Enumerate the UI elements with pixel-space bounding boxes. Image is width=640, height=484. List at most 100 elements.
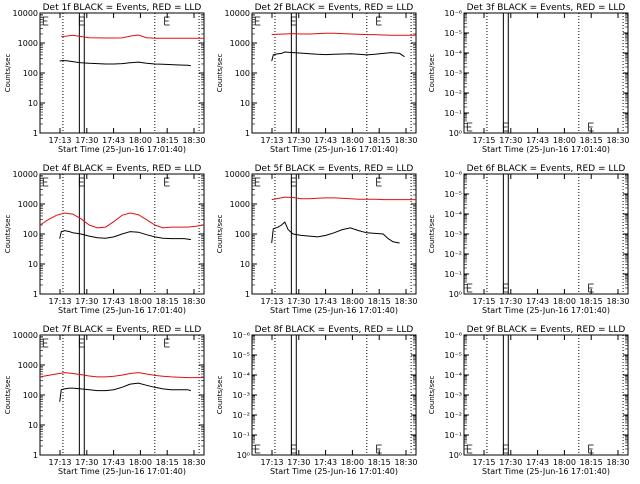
y-axis-label: Counts/sec [428, 215, 436, 254]
y-tick-label: 10⁻⁴ [232, 371, 250, 380]
bracket-mark [290, 177, 297, 187]
y-tick-label: 10⁻² [444, 89, 462, 98]
x-tick-label: 17:13 [48, 458, 71, 467]
y-axis-label: Counts/sec [4, 215, 12, 254]
y-tick-label: 1 [33, 451, 38, 460]
x-tick-label: 17:15 [472, 458, 495, 467]
x-tick-label: 17:13 [48, 136, 71, 145]
panel-title: Det 5f BLACK = Events, RED = LLD [255, 164, 414, 174]
y-tick-label: 1000 [18, 200, 38, 209]
x-tick-label: 17:43 [102, 297, 125, 306]
panel-4: Det 4f BLACK = Events, RED = LLD 1 10 100 10… [4, 164, 206, 315]
panel-title: Det 1f BLACK = Events, RED = LLD [43, 3, 202, 13]
x-tick-label: 17:13 [260, 458, 283, 467]
x-axis-label: Start Time (25-Jun-16 17:01:40) [58, 467, 186, 476]
lld-series-line [61, 34, 204, 39]
y-tick-label: 10⁰ [449, 129, 462, 138]
x-tick-label: 18:30 [394, 458, 417, 467]
panel-9: Det 9f BLACK = Events, RED = LLD 10⁰ 10⁻¹ 1… [428, 325, 630, 476]
y-tick-label: 100 [235, 230, 250, 239]
x-tick-label: 18:00 [553, 297, 576, 306]
y-tick-label: 10⁻³ [444, 69, 462, 78]
panel-5: Det 5f BLACK = Events, RED = LLD 1 10 100 10… [216, 164, 418, 315]
bracket-mark [466, 283, 473, 293]
x-tick-label: 17:43 [102, 458, 125, 467]
bracket-mark [164, 16, 170, 26]
panel-frame [251, 173, 417, 295]
bracket-mark [254, 444, 261, 454]
x-axis-label: Start Time (25-Jun-16 17:01:40) [482, 145, 610, 154]
bracket-mark [466, 122, 473, 132]
panel-title: Det 3f BLACK = Events, RED = LLD [467, 3, 626, 13]
y-tick-label: 10⁻⁴ [444, 210, 462, 219]
bracket-mark [254, 177, 261, 187]
panel-3: Det 3f BLACK = Events, RED = LLD 10⁰ 10⁻¹ 1… [428, 3, 630, 154]
bracket-mark [78, 338, 85, 348]
lld-series-line [39, 372, 204, 379]
y-tick-label: 10⁻⁵ [444, 190, 462, 199]
events-series-line [59, 60, 191, 67]
panel-title: Det 8f BLACK = Events, RED = LLD [255, 325, 414, 335]
x-tick-label: 17:13 [260, 297, 283, 306]
bracket-mark [502, 283, 509, 293]
x-tick-label: 17:43 [526, 136, 549, 145]
x-tick-label: 18:00 [553, 458, 576, 467]
events-series-line [59, 230, 191, 241]
bracket-mark [254, 16, 261, 26]
y-axis-label: Counts/sec [428, 54, 436, 93]
y-tick-label: 1000 [230, 200, 250, 209]
y-tick-label: 10⁻² [232, 411, 250, 420]
y-tick-label: 10⁻² [444, 250, 462, 259]
x-tick-label: 17:13 [48, 297, 71, 306]
panel-frame [39, 12, 205, 134]
x-tick-label: 17:30 [287, 297, 310, 306]
x-tick-label: 18:30 [394, 136, 417, 145]
y-tick-label: 10⁻⁴ [444, 371, 462, 380]
x-tick-label: 18:30 [606, 136, 629, 145]
lld-series-line [39, 212, 205, 229]
x-tick-label: 17:15 [472, 136, 495, 145]
y-tick-label: 1 [245, 290, 250, 299]
y-tick-label: 10⁻⁶ [232, 331, 250, 340]
y-tick-label: 10 [240, 260, 250, 269]
x-tick-label: 17:30 [75, 297, 98, 306]
x-tick-label: 18:15 [368, 136, 391, 145]
bracket-mark [588, 283, 594, 293]
x-tick-label: 18:15 [368, 297, 391, 306]
y-tick-label: 10000 [13, 170, 38, 179]
x-tick-label: 17:43 [102, 136, 125, 145]
bracket-mark [588, 444, 594, 454]
x-tick-label: 17:43 [314, 136, 337, 145]
panel-title: Det 6f BLACK = Events, RED = LLD [467, 164, 626, 174]
x-axis-label: Start Time (25-Jun-16 17:01:40) [270, 306, 398, 315]
y-axis-label: Counts/sec [428, 376, 436, 415]
bracket-mark [502, 122, 509, 132]
y-tick-label: 10⁰ [449, 451, 462, 460]
y-tick-label: 10⁻³ [444, 230, 462, 239]
bracket-mark [502, 444, 509, 454]
x-axis-label: Start Time (25-Jun-16 17:01:40) [482, 467, 610, 476]
x-tick-label: 17:30 [75, 136, 98, 145]
bracket-mark [78, 16, 85, 26]
y-axis-label: Counts/sec [216, 54, 224, 93]
y-tick-label: 1000 [18, 39, 38, 48]
y-tick-label: 1 [245, 129, 250, 138]
x-axis-label: Start Time (25-Jun-16 17:01:40) [270, 467, 398, 476]
bracket-mark [164, 177, 170, 187]
y-tick-label: 100 [23, 69, 38, 78]
events-series-line [271, 221, 400, 244]
y-tick-label: 100 [23, 230, 38, 239]
y-tick-label: 10000 [225, 170, 250, 179]
x-tick-label: 17:13 [260, 136, 283, 145]
bracket-mark [376, 177, 382, 187]
x-tick-label: 17:30 [499, 297, 522, 306]
bracket-mark [376, 444, 382, 454]
x-tick-label: 18:00 [341, 297, 364, 306]
x-tick-label: 17:15 [472, 297, 495, 306]
y-axis-label: Counts/sec [4, 376, 12, 415]
x-tick-label: 18:15 [368, 458, 391, 467]
bracket-mark [376, 16, 382, 26]
y-axis-label: Counts/sec [4, 54, 12, 93]
x-tick-label: 18:30 [182, 297, 205, 306]
panel-frame [463, 12, 629, 134]
